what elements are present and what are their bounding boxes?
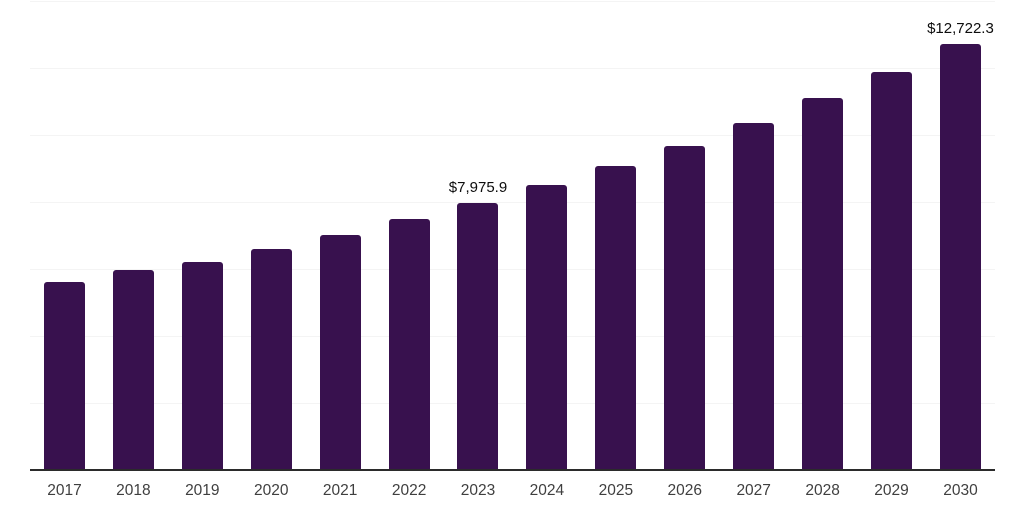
x-axis-line xyxy=(30,469,995,471)
bar-2029 xyxy=(871,72,913,470)
bar-slot-2025 xyxy=(581,1,650,470)
bar-2020 xyxy=(250,249,292,470)
bar-2018 xyxy=(112,270,154,470)
bar-slot-2023: $7,975.9 xyxy=(444,1,513,470)
bar-2028 xyxy=(802,98,844,470)
x-tick-2019: 2019 xyxy=(185,482,220,499)
gridline-6000 xyxy=(30,269,995,270)
bar-2027 xyxy=(733,122,775,470)
gridline-12000 xyxy=(30,68,995,69)
gridline-8000 xyxy=(30,202,995,203)
bars-container: $7,975.9 $12,722.3 xyxy=(30,1,995,470)
gridline-10000 xyxy=(30,135,995,136)
x-tick-2028: 2028 xyxy=(805,482,840,499)
x-tick-2018: 2018 xyxy=(116,482,151,499)
bar-slot-2022 xyxy=(375,1,444,470)
bar-2019 xyxy=(181,261,223,470)
bar-2017 xyxy=(43,282,85,470)
bar-2022 xyxy=(388,219,430,470)
bar-2024 xyxy=(526,184,568,470)
x-tick-2021: 2021 xyxy=(322,482,358,499)
bar-slot-2028 xyxy=(788,1,857,470)
x-tick-2027: 2027 xyxy=(736,482,771,499)
bar-slot-2027 xyxy=(719,1,788,470)
data-label-2023: $7,975.9 xyxy=(448,178,508,196)
x-axis-labels: 2017 2018 2019 2020 2021 2022 2023 2024 2025 2026… xyxy=(30,481,995,501)
bar-slot-2019 xyxy=(168,1,237,470)
x-tick-2029: 2029 xyxy=(874,482,909,499)
bar-2021 xyxy=(319,235,361,470)
x-tick-2030: 2030 xyxy=(943,482,978,499)
x-tick-2023: 2023 xyxy=(460,482,496,499)
bar-slot-2029 xyxy=(857,1,926,470)
bar-slot-2026 xyxy=(650,1,719,470)
gridline-14000 xyxy=(30,1,995,2)
gridline-2000 xyxy=(30,403,995,404)
bar-slot-2024 xyxy=(512,1,581,470)
gridline-4000 xyxy=(30,336,995,337)
plot-area: $7,975.9 $12,722.3 xyxy=(30,1,995,471)
bar-slot-2020 xyxy=(237,1,306,470)
bar-2025 xyxy=(595,165,637,470)
x-tick-2025: 2025 xyxy=(598,482,634,499)
bar-slot-2017 xyxy=(30,1,99,470)
x-tick-2022: 2022 xyxy=(391,482,427,499)
data-label-2030: $12,722.3 xyxy=(927,19,994,37)
bar-2030 xyxy=(939,43,981,470)
x-tick-2026: 2026 xyxy=(667,482,702,499)
bar-2023 xyxy=(457,202,499,470)
bar-2026 xyxy=(664,145,706,470)
bar-slot-2030: $12,722.3 xyxy=(926,1,995,470)
bar-slot-2018 xyxy=(99,1,168,470)
bar-slot-2021 xyxy=(306,1,375,470)
x-tick-2020: 2020 xyxy=(253,482,289,499)
x-tick-2024: 2024 xyxy=(529,482,565,499)
x-tick-2017: 2017 xyxy=(47,482,82,499)
